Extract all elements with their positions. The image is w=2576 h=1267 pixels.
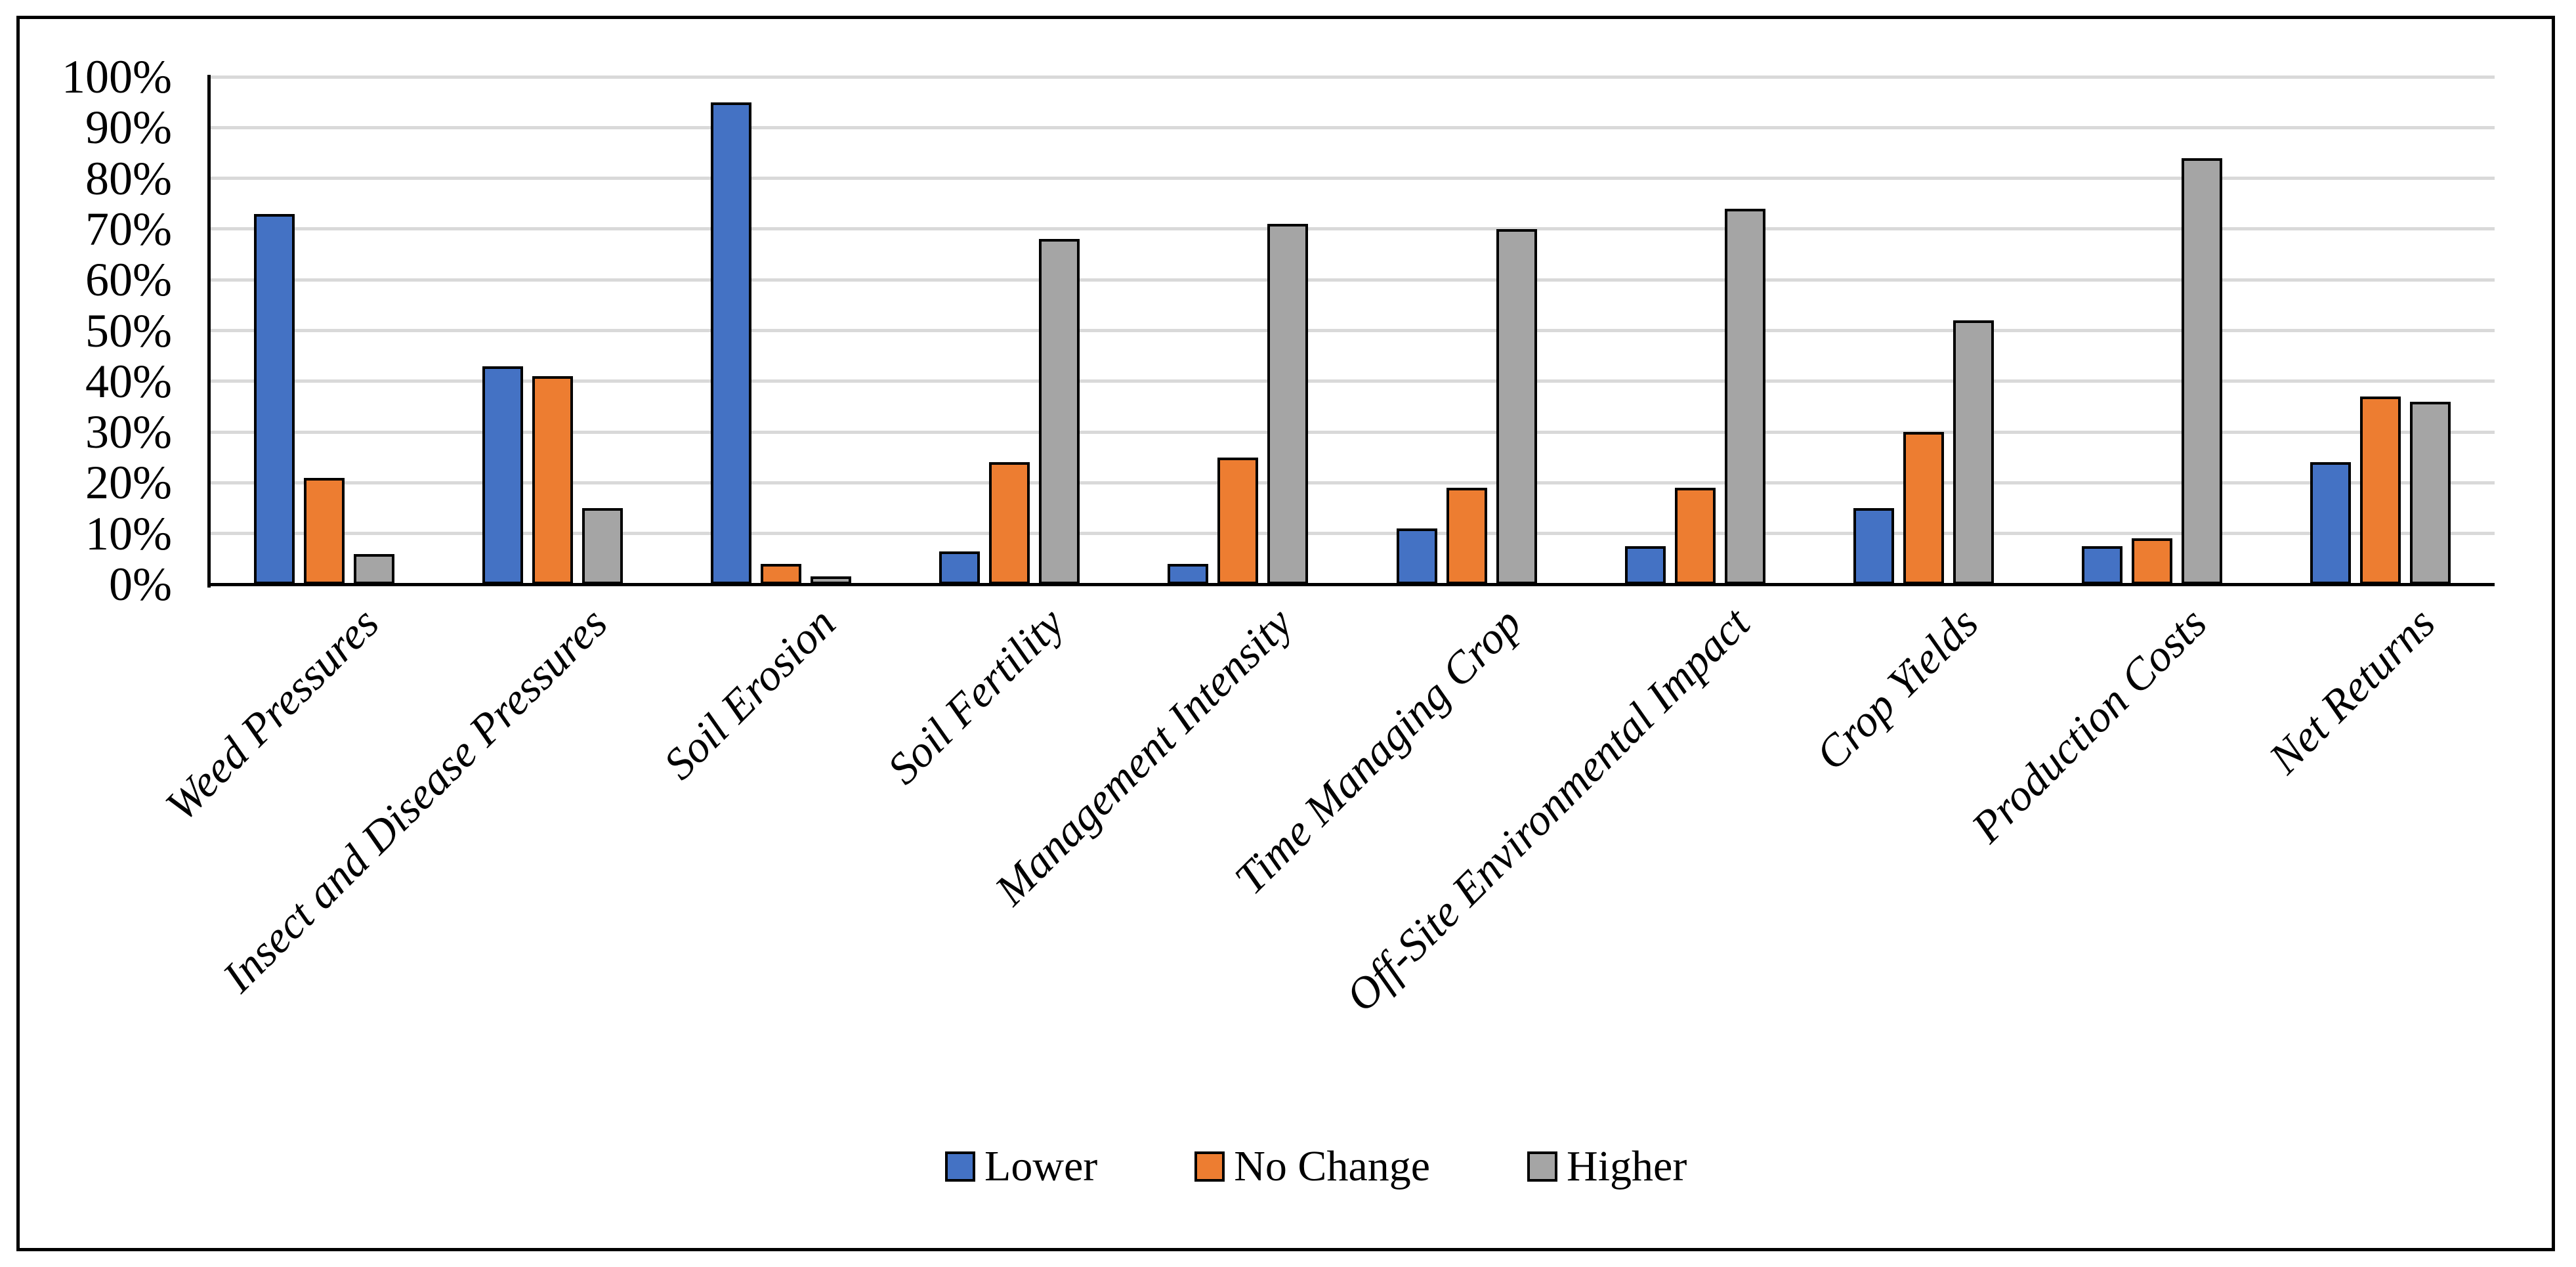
gridline-70: [210, 227, 2495, 230]
bar-lower-production-costs: [2082, 546, 2122, 584]
gridline-40: [210, 379, 2495, 383]
y-tick-label-0: 0%: [109, 558, 172, 611]
gridline-60: [210, 278, 2495, 282]
bar-no-change-net-returns: [2360, 397, 2401, 584]
y-tick-label-80: 80%: [85, 152, 172, 205]
bar-no-change-soil-erosion: [761, 564, 801, 584]
bar-lower-insect-and-disease-pressures: [482, 366, 523, 584]
gridline-10: [210, 532, 2495, 535]
gridline-50: [210, 329, 2495, 332]
gridline-20: [210, 481, 2495, 484]
gridline-90: [210, 126, 2495, 129]
bar-higher-weed-pressures: [354, 554, 394, 584]
bar-no-change-management-intensity: [1217, 458, 1258, 584]
bar-higher-crop-yields: [1953, 320, 1994, 584]
y-tick-label-20: 20%: [85, 456, 172, 509]
gridline-30: [210, 431, 2495, 434]
bar-lower-net-returns: [2310, 462, 2351, 584]
legend-swatch-lower: [945, 1151, 975, 1182]
bar-no-change-off-site-environmental-impact: [1675, 488, 1716, 584]
bar-no-change-weed-pressures: [304, 478, 345, 584]
y-tick-label-10: 10%: [85, 507, 172, 560]
bar-higher-management-intensity: [1267, 224, 1308, 584]
x-axis-line: [207, 583, 2495, 586]
bar-no-change-time-managing-crop: [1446, 488, 1487, 584]
bar-no-change-insect-and-disease-pressures: [532, 376, 573, 584]
bar-no-change-crop-yields: [1903, 432, 1944, 584]
bar-higher-insect-and-disease-pressures: [582, 508, 623, 584]
bar-higher-soil-fertility: [1039, 239, 1080, 584]
bar-lower-management-intensity: [1168, 564, 1208, 584]
bar-no-change-soil-fertility: [989, 462, 1030, 584]
legend-swatch-higher: [1527, 1151, 1558, 1182]
bar-lower-soil-erosion: [711, 102, 751, 584]
bar-lower-soil-fertility: [939, 551, 980, 584]
legend-label-higher: Higher: [1567, 1142, 1687, 1190]
y-tick-label-70: 70%: [85, 203, 172, 255]
legend-swatch-no-change: [1194, 1151, 1225, 1182]
chart-border: [16, 16, 2555, 1251]
bar-lower-weed-pressures: [254, 214, 295, 584]
legend: Lower No Change Higher: [945, 1144, 1687, 1190]
legend-item-no-change: No Change: [1194, 1144, 1430, 1190]
bar-higher-off-site-environmental-impact: [1725, 209, 1765, 584]
y-axis-line: [207, 75, 211, 588]
gridline-100: [210, 75, 2495, 79]
bar-higher-soil-erosion: [811, 576, 851, 584]
bar-lower-crop-yields: [1853, 508, 1894, 584]
y-tick-label-50: 50%: [85, 305, 172, 357]
y-tick-label-40: 40%: [85, 355, 172, 408]
bar-lower-off-site-environmental-impact: [1625, 546, 1666, 584]
y-tick-label-60: 60%: [85, 253, 172, 306]
bar-lower-time-managing-crop: [1397, 528, 1437, 584]
bar-no-change-production-costs: [2132, 538, 2172, 584]
legend-item-lower: Lower: [945, 1144, 1097, 1190]
bar-higher-production-costs: [2182, 158, 2222, 584]
legend-label-no-change: No Change: [1234, 1142, 1431, 1190]
legend-label-lower: Lower: [984, 1142, 1098, 1190]
legend-item-higher: Higher: [1527, 1144, 1687, 1190]
y-tick-label-30: 30%: [85, 406, 172, 458]
y-tick-label-100: 100%: [62, 51, 172, 103]
bar-higher-net-returns: [2410, 402, 2451, 584]
y-tick-label-90: 90%: [85, 101, 172, 154]
gridline-80: [210, 177, 2495, 180]
bar-higher-time-managing-crop: [1496, 229, 1537, 584]
